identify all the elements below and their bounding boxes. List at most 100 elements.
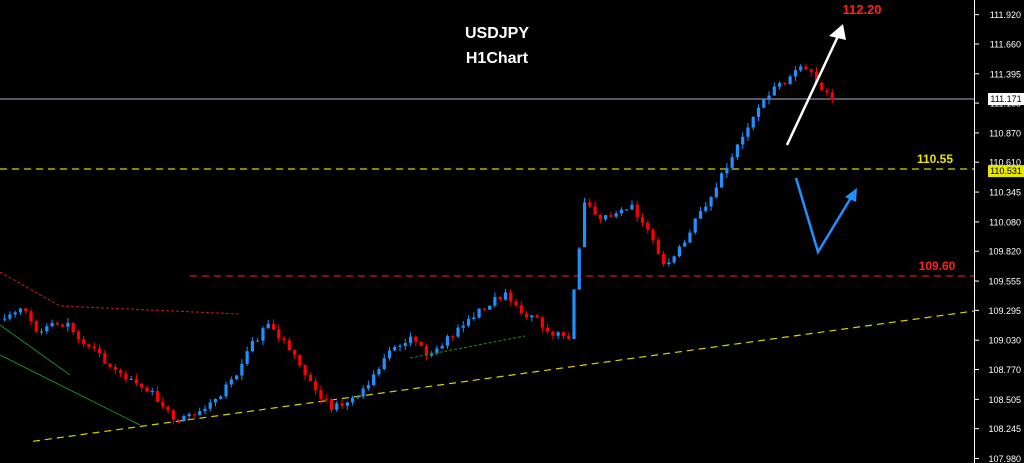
candle-down xyxy=(271,323,276,330)
candle-down xyxy=(551,331,555,336)
candle-up xyxy=(466,319,471,326)
candle-up xyxy=(50,322,54,327)
candle-up xyxy=(582,202,587,248)
candle-down xyxy=(509,292,513,302)
candle-up xyxy=(693,218,697,233)
price-tick-label: 110.610 xyxy=(989,158,1021,168)
candle-up xyxy=(213,398,218,403)
candle-down xyxy=(804,66,808,70)
candles-group xyxy=(3,64,834,425)
candle-down xyxy=(820,82,824,91)
candle-up xyxy=(725,167,729,174)
candle-down xyxy=(292,350,297,355)
candle-up xyxy=(604,215,608,220)
candle-down xyxy=(651,229,655,241)
price-tick-label: 110.080 xyxy=(989,217,1021,227)
candle-up xyxy=(730,157,734,168)
candle-up xyxy=(614,213,618,217)
candle-down xyxy=(830,92,834,100)
candle-up xyxy=(503,292,508,300)
candle-down xyxy=(92,346,96,349)
candle-up xyxy=(777,83,782,87)
candle-down xyxy=(646,222,650,230)
candle-down xyxy=(277,329,281,339)
candle-down xyxy=(192,414,197,416)
candle-up xyxy=(430,353,434,356)
candle-up xyxy=(234,375,239,380)
candle-up xyxy=(361,388,365,397)
candle-down xyxy=(514,301,518,306)
candle-up xyxy=(746,127,750,137)
candle-down xyxy=(155,391,160,402)
candle-up xyxy=(39,331,44,333)
candle-up xyxy=(677,246,682,257)
candle-up xyxy=(488,305,492,310)
candle-down xyxy=(662,253,666,265)
candle-down xyxy=(134,378,139,384)
candle-up xyxy=(129,378,133,380)
candle-up xyxy=(530,315,534,318)
support-label: 109.60 xyxy=(919,259,956,273)
candle-down xyxy=(82,339,86,345)
candle-up xyxy=(714,187,718,198)
candle-up xyxy=(709,197,713,207)
candle-up xyxy=(577,248,581,290)
price-tick-label: 109.555 xyxy=(988,277,1021,287)
candle-up xyxy=(435,348,439,354)
candle-down xyxy=(319,390,323,400)
candle-down xyxy=(145,387,149,392)
candle-down xyxy=(524,313,529,318)
candle-down xyxy=(540,317,544,328)
candle-down xyxy=(635,204,639,218)
candle-up xyxy=(377,369,381,375)
bullish-arrow xyxy=(785,24,846,146)
candle-down xyxy=(340,403,344,406)
candle-down xyxy=(55,322,59,325)
price-tick-label: 111.395 xyxy=(990,69,1021,79)
candle-down xyxy=(588,202,592,207)
candle-up xyxy=(762,99,766,108)
candle-up xyxy=(208,402,212,409)
candle-up xyxy=(767,95,771,100)
candle-up xyxy=(477,308,481,318)
candle-up xyxy=(683,242,687,247)
candle-up xyxy=(266,323,270,329)
candle-down xyxy=(308,375,312,382)
price-tick-label: 109.030 xyxy=(988,336,1021,346)
candle-up xyxy=(387,350,392,359)
candle-down xyxy=(303,365,307,376)
price-tick-label: 107.980 xyxy=(988,454,1021,463)
candle-up xyxy=(704,206,708,212)
price-tick-label: 111.660 xyxy=(990,39,1021,49)
candle-down xyxy=(166,406,170,411)
candle-down xyxy=(287,340,291,351)
candle-down xyxy=(561,332,566,337)
candle-up xyxy=(393,346,397,351)
candle-up xyxy=(472,317,476,320)
candle-up xyxy=(219,396,223,399)
candle-up xyxy=(256,340,260,342)
candle-down xyxy=(87,344,91,347)
candle-up xyxy=(203,408,207,412)
candle-up xyxy=(8,314,12,319)
candle-up xyxy=(150,391,154,393)
price-tick-label: 109.820 xyxy=(988,247,1021,257)
candle-up xyxy=(719,173,724,188)
candle-up xyxy=(182,416,186,421)
candle-down xyxy=(113,366,117,371)
candle-down xyxy=(76,332,81,340)
candle-up xyxy=(13,312,17,315)
price-tick-label: 109.295 xyxy=(988,306,1021,316)
green-channel-line-2 xyxy=(0,324,71,376)
candle-down xyxy=(108,363,112,367)
candle-down xyxy=(498,297,502,300)
current-price-marker: 111.171 xyxy=(988,93,1024,106)
candle-up xyxy=(335,403,339,410)
candle-down xyxy=(171,410,175,420)
candle-up xyxy=(356,396,360,398)
candle-down xyxy=(814,71,819,83)
candle-up xyxy=(688,232,692,243)
candle-down xyxy=(298,354,302,366)
candle-down xyxy=(609,215,613,217)
